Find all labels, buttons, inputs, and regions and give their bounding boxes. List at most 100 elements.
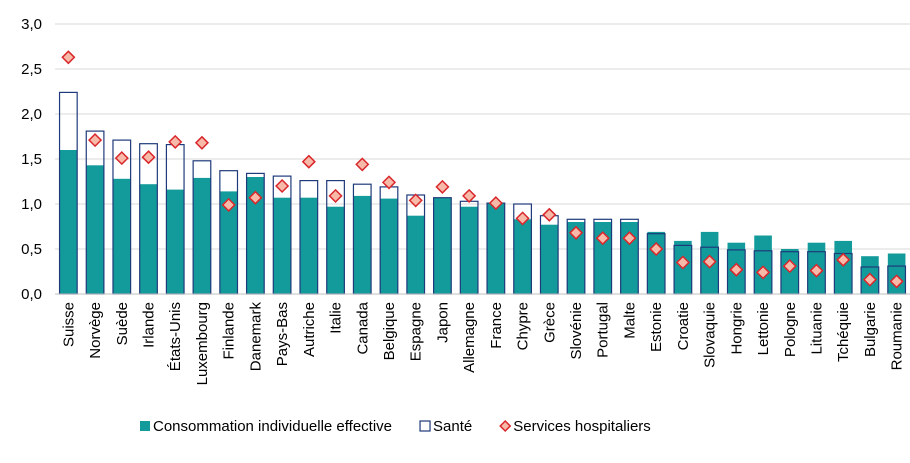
bar [86,165,104,294]
bar [59,150,78,294]
diamond-marker [61,50,76,65]
diamond-marker [568,225,584,240]
y-tick-label: 0,0 [21,286,42,303]
diamond-marker [836,252,851,267]
x-tick-label: Portugal [595,302,612,358]
bar [567,222,585,294]
x-tick-label: Allemagne [461,302,478,373]
y-tick-label: 2,0 [21,106,42,123]
x-tick-label: Croatie [675,302,692,350]
bar [834,240,853,294]
diamond-marker [729,262,744,277]
y-tick-label: 1,5 [21,151,42,168]
bar [139,184,158,294]
diamond-marker [275,178,290,194]
bar [193,177,211,294]
legend-label: Services hospitaliers [513,418,651,435]
bar [112,178,131,294]
bar [754,235,772,294]
y-tick-label: 0,5 [21,241,42,258]
x-tick-label: Slovénie [568,302,585,360]
x-tick-label: Norvège [87,302,104,359]
legend: Consommation individuelle effective Santé… [140,418,651,435]
bar [540,224,559,294]
diamond-marker [301,154,316,169]
legend-label: Santé [433,418,472,435]
bar [487,203,505,294]
diamond-marker [515,211,530,226]
bar [380,198,398,294]
diamond-marker [328,188,343,203]
x-tick-label: Canada [354,301,371,354]
diamond-marker [809,263,824,278]
bar [433,197,452,294]
diamond-marker [141,150,156,165]
diamond-marker [702,254,717,269]
y-tick-label: 1,0 [21,196,42,213]
diamond-marker [88,133,103,148]
diamond-marker [408,193,423,208]
diamond-marker [221,197,236,212]
diamond-marker [114,151,129,166]
legend-swatch [140,421,150,431]
x-tick-label: Lituanie [808,302,825,355]
x-tick-label: Danemark [247,302,264,372]
x-tick-label: Lettonie [755,302,772,355]
diamond-marker [862,272,877,287]
legend-swatch [419,420,431,432]
y-tick-label: 3,0 [21,16,42,33]
diamond-marker [462,188,477,203]
x-tick-label: Japon [434,302,451,343]
x-tick-label: Italie [328,302,345,334]
diamond-marker [435,179,450,194]
x-tick-label: Suisse [60,302,77,347]
x-tick-label: Belgique [381,302,398,360]
x-tick-label: Roumanie [889,302,906,370]
x-tick-label: Irlande [141,302,158,348]
x-tick-label: Pays-Bas [274,302,291,366]
bar [353,195,372,294]
diamond-marker [488,196,503,211]
diamond-marker [649,241,664,257]
x-tick-label: Finlande [221,302,238,360]
bar [326,206,345,294]
diamond-marker [622,231,637,246]
x-tick-label: Grèce [541,302,558,343]
diamond-marker [782,259,797,274]
x-tick-label: Chypre [515,302,532,350]
diamond-marker [194,135,210,150]
bar [246,177,265,294]
x-tick-label: Bulgarie [862,302,879,357]
bar [647,231,665,294]
x-tick-label: Suède [114,302,131,345]
legend-label: Consommation individuelle effective [153,418,392,435]
x-tick-label: Luxembourg [194,302,211,385]
x-tick-label: Malte [621,302,638,339]
x-tick-label: Hongrie [728,302,745,355]
bar [406,215,425,294]
diamond-marker [889,274,904,289]
bar [273,197,291,294]
diamond-marker [755,265,771,280]
diamond-marker [168,134,183,149]
x-tick-label: Slovaquie [702,302,719,368]
x-tick-label: Tchéquie [835,302,852,362]
bar [513,219,532,294]
diamond-marker [542,207,557,222]
x-tick-label: Pologne [782,302,799,357]
diamond-marker [355,157,370,172]
y-tick-label: 2,5 [21,61,42,78]
bar [460,206,478,294]
diamond-marker [595,231,610,246]
x-tick-label: Estonie [648,302,665,352]
x-tick-label: Autriche [301,302,318,357]
diamond-marker [675,255,690,270]
x-tick-label: Espagne [408,302,425,361]
bar [166,189,185,294]
diamond-marker [381,175,397,190]
bar [219,191,238,294]
legend-swatch [499,419,512,433]
x-tick-label: États-Unis [167,302,184,371]
x-tick-label: France [488,302,505,349]
